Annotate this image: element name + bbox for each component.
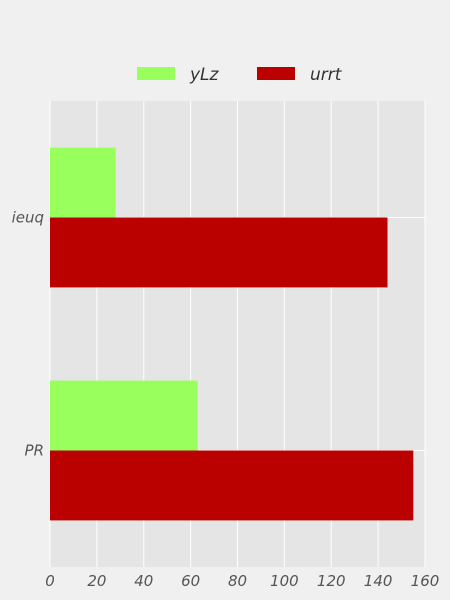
legend-label-yLz: yLz <box>189 65 220 85</box>
y-tick-label: PR <box>25 442 44 460</box>
bars <box>50 147 414 521</box>
legend-swatch-yLz <box>137 67 175 80</box>
bar-urrt-PR <box>50 450 414 521</box>
x-tick-label: 80 <box>228 572 247 590</box>
legend-label-urrt: urrt <box>310 65 343 85</box>
bar-urrt-ieuq <box>50 217 388 288</box>
x-tick-label: 140 <box>364 572 393 590</box>
x-tick-label: 100 <box>270 572 299 590</box>
x-tick-label: 160 <box>411 572 440 590</box>
x-axis-ticks: 0 20 40 60 80 100 120 140 160 <box>45 572 439 590</box>
x-tick-label: 20 <box>87 572 106 590</box>
y-axis-ticks: ieuq PR <box>12 209 44 460</box>
bar-yLz-ieuq <box>50 147 116 218</box>
x-tick-label: 40 <box>134 572 153 590</box>
x-tick-label: 60 <box>181 572 200 590</box>
legend-swatch-urrt <box>257 67 295 80</box>
legend: yLz urrt <box>137 65 343 85</box>
x-tick-label: 120 <box>317 572 346 590</box>
bar-yLz-PR <box>50 380 198 451</box>
x-tick-label: 0 <box>45 572 55 590</box>
y-tick-label: ieuq <box>12 209 44 227</box>
